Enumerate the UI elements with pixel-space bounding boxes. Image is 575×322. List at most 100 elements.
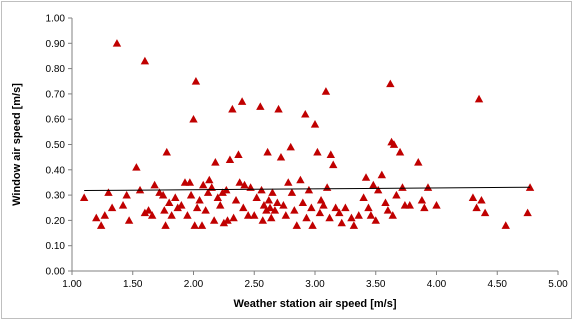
data-point (243, 211, 253, 219)
data-points (79, 39, 535, 229)
data-point (474, 94, 484, 103)
data-point (262, 206, 271, 214)
data-point (185, 178, 195, 186)
data-point (265, 203, 275, 212)
y-tick-label: 0.90 (46, 39, 66, 50)
data-point (104, 188, 113, 196)
data-point (281, 211, 291, 219)
data-point (388, 211, 397, 219)
y-tick-label: 0.00 (46, 267, 66, 278)
x-axis-title: Weather station air speed [m/s] (233, 298, 396, 310)
data-point (237, 97, 247, 105)
data-point (307, 203, 316, 212)
data-point (331, 203, 340, 212)
data-point (112, 39, 122, 47)
x-tick-label: 3.00 (305, 279, 325, 290)
data-point (286, 142, 295, 151)
data-point (231, 195, 241, 204)
data-point (213, 193, 222, 201)
data-point (298, 198, 308, 207)
data-point (279, 201, 288, 209)
data-point (195, 195, 204, 204)
data-point (189, 115, 198, 123)
data-point (322, 183, 332, 191)
data-point (325, 213, 334, 222)
data-point (100, 211, 110, 219)
data-point (290, 206, 299, 214)
data-point (219, 218, 229, 227)
data-point (207, 183, 216, 191)
data-point (310, 120, 320, 128)
data-point (216, 201, 225, 209)
data-point (414, 158, 423, 166)
y-tick-label: 0.30 (46, 191, 66, 202)
data-point (234, 150, 243, 158)
data-point (205, 175, 214, 184)
data-point (140, 208, 150, 217)
y-tick-label: 0.70 (46, 89, 66, 100)
data-point (270, 206, 280, 214)
data-point (107, 203, 117, 212)
data-point (359, 193, 368, 201)
data-point (398, 183, 407, 191)
data-point (147, 211, 157, 219)
data-point (319, 201, 328, 209)
data-point (274, 104, 283, 113)
data-point (315, 208, 325, 217)
data-point (199, 180, 208, 189)
data-point (171, 193, 180, 201)
data-point (321, 87, 331, 95)
data-point (392, 190, 401, 199)
trendline-group (84, 186, 531, 192)
data-point (201, 206, 210, 214)
data-point (173, 203, 182, 212)
data-point (373, 185, 383, 194)
x-tick-label: 1.50 (123, 279, 143, 290)
data-point (361, 173, 371, 181)
data-point (132, 163, 141, 171)
data-point (472, 203, 481, 212)
data-point (92, 213, 101, 222)
data-point (135, 185, 145, 194)
data-point (420, 203, 429, 212)
y-tick-label: 0.20 (46, 216, 66, 227)
y-axis: 0.00 0.10 0.20 0.30 0.40 0.50 0.60 0.70 0.80 0.90… (46, 14, 73, 278)
x-tick-label: 2.00 (184, 279, 204, 290)
data-point (477, 195, 486, 204)
data-point (417, 195, 427, 204)
data-point (165, 198, 174, 207)
data-point (273, 198, 282, 207)
data-point (96, 221, 106, 229)
data-point (211, 158, 220, 166)
data-point (369, 180, 378, 189)
data-point (235, 178, 244, 186)
data-point (209, 216, 219, 224)
data-point (167, 211, 176, 219)
data-point (302, 213, 311, 222)
data-point (228, 104, 237, 113)
data-point (191, 77, 201, 85)
data-point (240, 180, 249, 189)
data-point (186, 190, 196, 199)
data-point (263, 147, 272, 156)
data-point (377, 170, 387, 179)
data-point (250, 211, 259, 219)
data-point (329, 160, 338, 169)
data-point (276, 152, 286, 161)
data-point (501, 221, 510, 229)
data-point (287, 188, 297, 196)
data-point (364, 203, 373, 212)
x-tick-label: 1.00 (62, 279, 82, 290)
data-point (267, 213, 276, 222)
x-tick-label: 2.50 (245, 279, 265, 290)
data-point (190, 221, 199, 229)
x-tick-label: 4.50 (488, 279, 508, 290)
data-point (197, 221, 207, 229)
data-point (252, 193, 261, 201)
x-tick-label: 5.00 (548, 279, 568, 290)
data-point (296, 175, 305, 184)
data-point (383, 206, 393, 214)
data-point (523, 208, 532, 217)
data-point (326, 150, 335, 158)
data-point (313, 147, 322, 156)
